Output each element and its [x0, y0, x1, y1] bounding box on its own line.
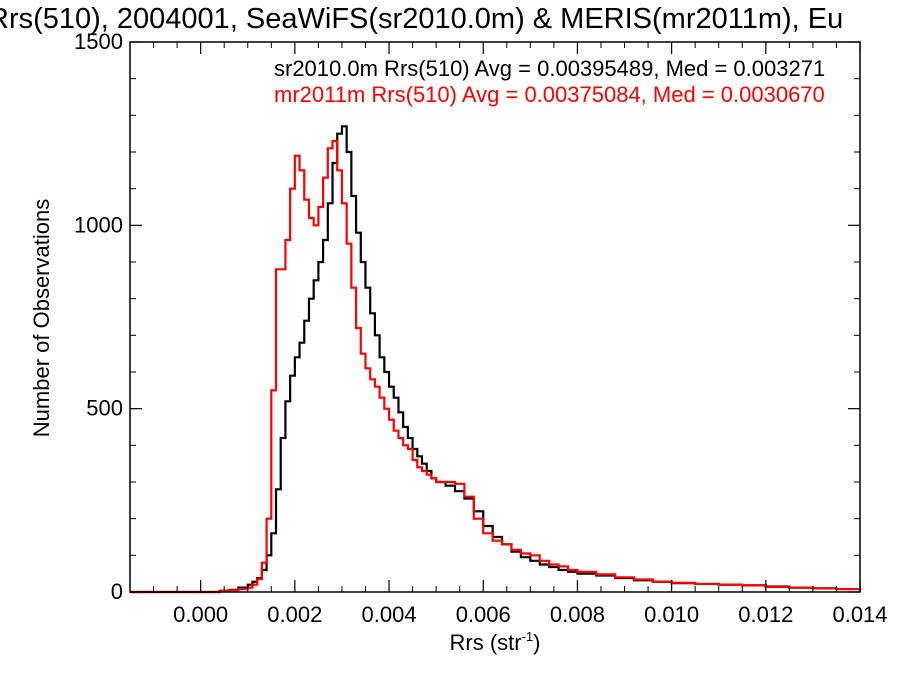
series-line-1 [130, 139, 862, 594]
x-tick-label: 0.014 [832, 602, 887, 627]
x-axis-label-close: ) [533, 630, 540, 655]
x-tick-label: 0.002 [267, 602, 322, 627]
annotation-sr2010-stats: sr2010.0m Rrs(510) Avg = 0.00395489, Med… [274, 56, 825, 81]
chart-title: Rrs(510), 2004001, SeaWiFS(sr2010.0m) & … [0, 3, 843, 35]
x-tick-label: 0.010 [644, 602, 699, 627]
x-axis-label-superscript: -1 [522, 629, 534, 644]
x-tick-label: 0.012 [738, 602, 793, 627]
plot-frame [129, 41, 861, 593]
x-axis-label-text: Rrs (str [450, 630, 522, 655]
y-tick-label: 1500 [74, 29, 123, 54]
annotation-mr2011-stats: mr2011m Rrs(510) Avg = 0.00375084, Med =… [274, 82, 825, 107]
x-tick-label: 0.006 [456, 602, 511, 627]
y-axis-label: Number of Observations [29, 199, 54, 437]
tick-layer: 0.000 0.002 0.004 0.006 0.008 0.010 0.012 0.014… [74, 29, 887, 627]
x-tick-label: 0.000 [173, 602, 228, 627]
x-tick-label: 0.008 [550, 602, 605, 627]
series-layer [130, 125, 862, 594]
y-tick-label: 1000 [74, 212, 123, 237]
x-axis-label: Rrs (str-1) [450, 629, 541, 655]
y-tick-label: 0 [111, 579, 123, 604]
y-tick-label: 500 [86, 396, 123, 421]
x-tick-label: 0.004 [362, 602, 417, 627]
